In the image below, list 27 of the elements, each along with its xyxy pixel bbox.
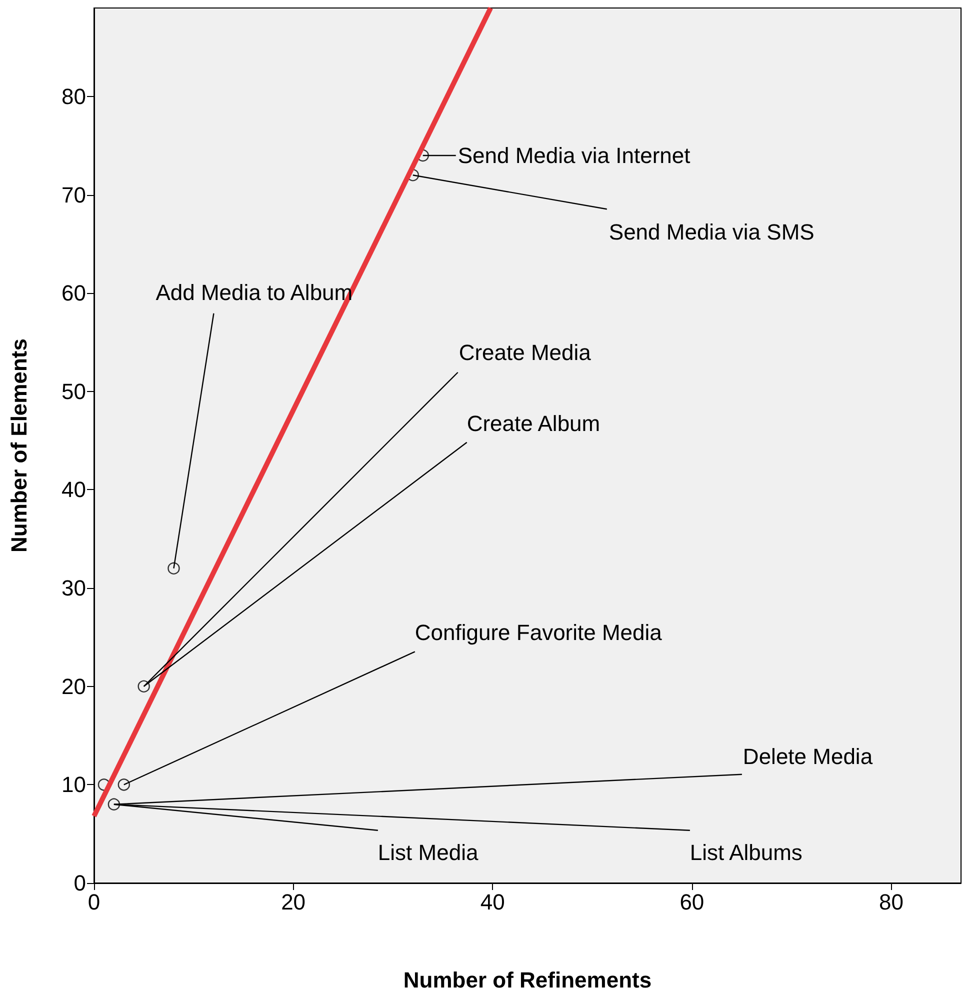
annotation: Send Media via Internet [458,142,690,168]
x-tick-label: 40 [480,890,505,914]
annotation: Delete Media [742,744,874,769]
annotation: Configure Favorite Media [414,620,663,646]
x-tick-label: 60 [680,890,704,914]
y-tick-label: 0 [74,870,86,896]
y-axis-title: Number of Elements [6,338,32,552]
annotation: Create Media [458,340,592,365]
y-tick-label: 60 [62,280,86,306]
annotation: Create Album [466,410,600,436]
x-tick-label: 80 [879,890,904,914]
y-tick-label: 10 [62,772,86,798]
y-tick-label: 50 [62,378,86,404]
y-tick-label: 40 [62,477,86,502]
point [168,562,180,574]
annotation: List Albums [690,840,802,865]
point [118,778,130,791]
annotation: Send Media via SMS [608,220,814,245]
y-tick-label: 30 [62,576,86,601]
x-tick-label: 20 [281,890,306,914]
y-tick-label: 80 [62,84,86,109]
y-tick-label: 20 [62,674,86,699]
point [108,798,120,810]
annotation: List Media [378,840,479,865]
y-tick-label: 70 [62,182,86,208]
point [138,680,150,692]
x-axis-title: Number of Refinements [403,968,652,992]
